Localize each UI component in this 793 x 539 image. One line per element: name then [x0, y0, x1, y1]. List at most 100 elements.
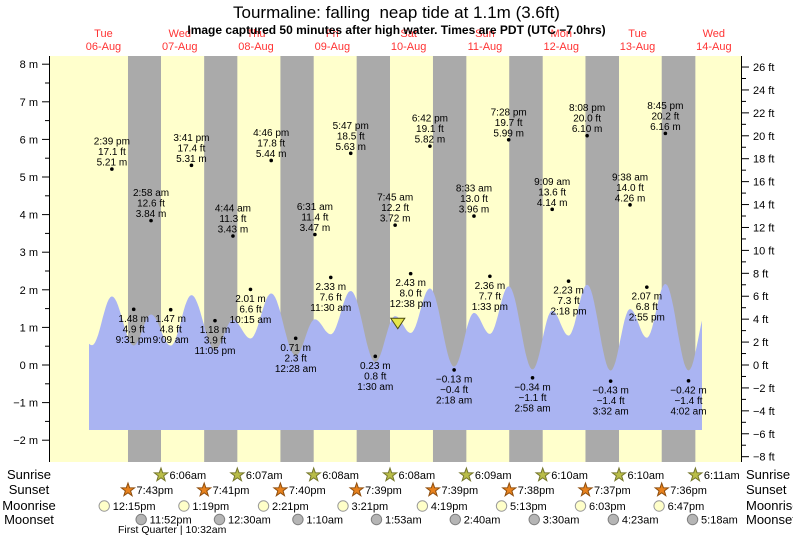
- right-axis-label: −2 ft: [753, 383, 775, 395]
- low-tide-annotation-line: 4.8 ft: [160, 325, 182, 336]
- tide-dot: [313, 232, 317, 237]
- right-axis-label: 22 ft: [753, 108, 774, 120]
- left-axis-label: 3 m: [20, 247, 38, 259]
- high-tide-annotation-line: 9:09 am: [534, 177, 570, 188]
- high-tide-annotation-line: 13.0 ft: [460, 194, 488, 205]
- moonrise-time: 4:19pm: [431, 501, 468, 513]
- moonrise-row-label-right: Moonrise: [746, 498, 793, 513]
- moonrise-time: 5:13pm: [510, 501, 547, 513]
- sunset-time: 7:43pm: [136, 485, 173, 497]
- high-tide-annotation-line: 3.43 m: [218, 225, 249, 236]
- high-tide-annotation-line: 3.72 m: [380, 214, 411, 225]
- low-tide-annotation-line: 2.23 m: [553, 286, 584, 297]
- sunrise-time: 6:08am: [398, 470, 435, 482]
- sunset-star-icon: [348, 481, 365, 497]
- low-tide-annotation-line: 1.47 m: [155, 314, 186, 325]
- low-tide-annotation-line: 12:38 pm: [390, 299, 432, 310]
- tide-dot: [686, 378, 691, 383]
- low-tide-annotation-line: 1.18 m: [200, 325, 231, 336]
- tide-dot: [566, 279, 571, 283]
- axes-group: −2 m −1 m 0 m 1 m 2 m 3 m 4 m 5 m 6 m 7 m 8 m −8 ft…: [13, 56, 775, 464]
- high-tide-annotation-line: 5.21 m: [97, 158, 128, 169]
- day-weekday-label: Thu: [247, 28, 266, 40]
- right-axis-label: 26 ft: [753, 62, 774, 74]
- sunset-time: 7:41pm: [213, 485, 250, 497]
- low-tide-annotation-line: −0.42 m: [670, 385, 706, 396]
- day-date-label: 14-Aug: [696, 41, 731, 53]
- moonset-circle-icon: [449, 513, 461, 526]
- day-date-label: 13-Aug: [620, 41, 655, 53]
- high-tide-annotation-line: 7:28 pm: [491, 107, 527, 118]
- moonrise-circle-icon: [653, 500, 665, 512]
- high-tide-annotation-line: 5:47 pm: [333, 121, 369, 132]
- tide-dot: [269, 158, 274, 163]
- low-tide-annotation-line: 2.01 m: [235, 294, 266, 305]
- low-tide-annotation-line: 0.71 m: [280, 343, 311, 354]
- high-tide-annotation-line: 19.7 ft: [495, 118, 523, 129]
- low-tide-annotation-line: 1:33 pm: [472, 302, 508, 313]
- sunrise-star-icon: [381, 466, 399, 482]
- high-tide-annotation-line: 6:42 pm: [412, 114, 448, 125]
- right-axis-label: −4 ft: [753, 406, 775, 418]
- moonset-time: 4:23am: [622, 515, 659, 527]
- moonrise-time: 6:03pm: [589, 501, 626, 513]
- tide-dot: [452, 368, 456, 372]
- sunrise-time: 6:10am: [628, 470, 665, 482]
- low-tide-annotation-line: 0.23 m: [360, 361, 391, 372]
- moonrise-time: 3:21pm: [352, 501, 389, 513]
- high-tide-annotation-line: 13.6 ft: [538, 187, 566, 198]
- high-tide-annotation-line: 4:46 pm: [253, 128, 289, 139]
- day-date-label: 10-Aug: [391, 41, 426, 53]
- low-tide-annotation-line: −0.4 ft: [440, 385, 468, 396]
- high-tide-annotation-line: 2:58 am: [133, 188, 169, 199]
- high-tide-annotation-line: 5.44 m: [256, 149, 287, 160]
- sunrise-time: 6:08am: [322, 470, 359, 482]
- sunrise-time: 6:07am: [246, 470, 283, 482]
- high-tide-annotation-line: 18.5 ft: [337, 131, 365, 142]
- moonset-circle-icon: [135, 513, 147, 526]
- high-tide-annotation-line: 4.14 m: [537, 198, 568, 209]
- tide-dot: [149, 218, 153, 223]
- tide-dot: [189, 163, 194, 168]
- high-tide-annotation-line: 5.99 m: [493, 128, 524, 139]
- sunset-star-icon: [272, 481, 289, 497]
- low-tide-annotation-line: 1:30 am: [357, 382, 393, 393]
- sunset-row-label-right: Sunset: [746, 482, 787, 497]
- low-tide-annotation-line: 3.9 ft: [204, 336, 226, 347]
- low-tide-annotation-line: 6.6 ft: [239, 304, 261, 315]
- sunrise-star-icon: [305, 466, 322, 482]
- sunset-time: 7:38pm: [518, 485, 555, 497]
- tide-dot: [628, 203, 632, 207]
- high-tide-annotation-line: 3.47 m: [300, 223, 331, 234]
- moonrise-circle-icon: [178, 500, 190, 512]
- low-tide-annotation-line: 9:31 pm: [116, 335, 152, 346]
- moonrise-circle-icon: [337, 500, 349, 512]
- high-tide-annotation-line: 17.4 ft: [178, 143, 206, 154]
- moonset-time: 2:40am: [464, 515, 501, 527]
- sunrise-star-icon: [534, 466, 551, 482]
- sunrise-star-icon: [687, 466, 704, 482]
- high-tide-annotation-line: 5.31 m: [176, 154, 207, 165]
- high-tide-annotation-line: 17.8 ft: [257, 138, 285, 149]
- high-tide-annotation-line: 4:44 am: [215, 204, 251, 215]
- low-tide-annotation-line: −1.1 ft: [518, 393, 546, 404]
- tide-dot: [213, 318, 217, 323]
- high-tide-annotation-line: 19.1 ft: [416, 124, 444, 135]
- moonset-time: 11:52pm: [150, 515, 192, 527]
- tide-dot: [488, 274, 492, 279]
- sunset-star-icon: [119, 481, 137, 497]
- high-tide-annotation-line: 9:38 am: [612, 172, 648, 183]
- high-tide-annotation-line: 12.2 ft: [381, 203, 409, 214]
- day-weekday-label: Wed: [169, 28, 191, 40]
- moonset-time: 1:10am: [306, 515, 343, 527]
- high-tide-annotation-line: 8:45 pm: [647, 101, 683, 112]
- tide-dot: [663, 131, 668, 136]
- low-tide-annotation-line: −0.43 m: [592, 386, 628, 397]
- tide-curve-group: [89, 284, 702, 430]
- tide-dot: [131, 307, 136, 312]
- sunset-time: 7:39pm: [365, 485, 402, 497]
- tide-dot: [328, 275, 333, 280]
- day-date-label: 08-Aug: [238, 41, 273, 53]
- moonrise-time: 2:21pm: [272, 501, 309, 513]
- high-tide-annotation-line: 3:41 pm: [173, 133, 209, 144]
